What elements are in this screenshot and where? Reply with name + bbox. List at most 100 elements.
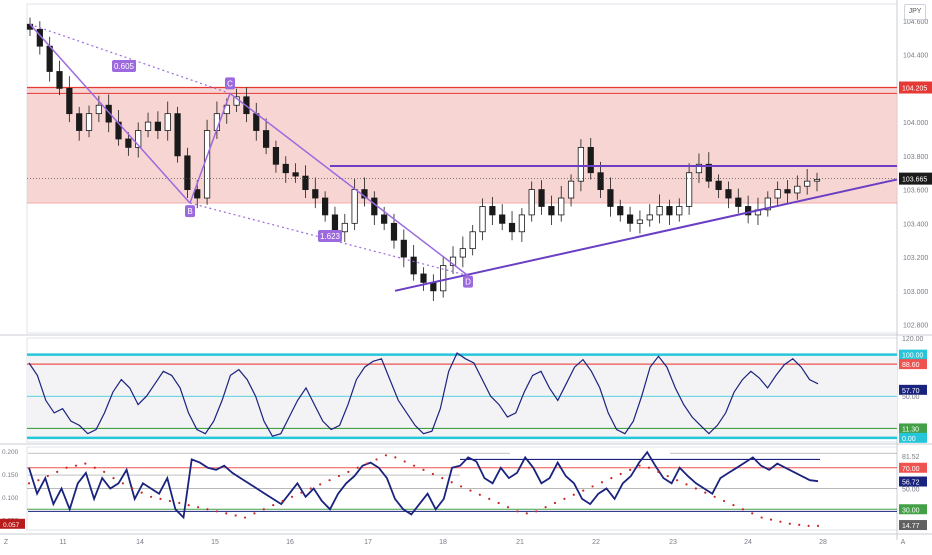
osc-tick-badge	[899, 462, 927, 473]
osc-dot	[497, 501, 500, 505]
osc-dot	[807, 524, 810, 527]
price-tick-label: 104.000	[903, 120, 928, 127]
osc-right-tick-label: 50.00	[902, 487, 920, 494]
candle-body	[440, 265, 447, 292]
candle-body	[607, 189, 614, 207]
candle-body	[676, 206, 683, 216]
candle-body	[292, 172, 299, 177]
time-axis-label: 11	[59, 539, 66, 546]
candle-body	[46, 45, 53, 72]
osc-tick-badge	[899, 504, 927, 515]
osc-dot	[319, 483, 322, 486]
osc-dot	[74, 464, 78, 467]
pattern-point-d-bg	[463, 275, 473, 288]
osc-dot	[103, 470, 106, 473]
time-axis-label: A	[901, 539, 906, 546]
currency-badge[interactable]: JPY	[904, 4, 926, 20]
osc-dot	[403, 460, 406, 463]
time-axis-label: 24	[744, 539, 752, 546]
price-tick-label: 103.600	[903, 188, 928, 195]
osc-dot	[516, 510, 519, 513]
candle-body	[154, 121, 161, 131]
osc-dot	[375, 458, 378, 461]
candle-body	[538, 189, 545, 207]
pattern-ratio-xc	[29, 23, 231, 94]
osc-right-tick-label: 70.00	[902, 466, 920, 473]
candle-body	[331, 214, 339, 233]
osc-dot	[366, 462, 369, 465]
stoch-series-line	[28, 352, 819, 437]
osc-dot	[290, 495, 294, 498]
time-axis-label: 23	[669, 539, 677, 546]
candle-body	[272, 147, 280, 165]
last-price-badge: 103.665	[902, 177, 927, 184]
osc-dot	[713, 495, 716, 498]
candle-body	[420, 273, 427, 283]
candle-body	[558, 197, 565, 216]
candle-body	[577, 147, 585, 182]
candle-body	[282, 163, 289, 174]
osc-dot	[525, 512, 528, 515]
osc-dot	[422, 468, 425, 471]
candle-body	[528, 189, 535, 216]
osc-dot	[272, 504, 275, 507]
osc-dot	[328, 479, 331, 482]
candle-body	[695, 163, 703, 174]
candle-body	[66, 87, 73, 115]
candle-body	[85, 113, 93, 131]
pattern-leg-cd	[229, 92, 469, 277]
osc-dot	[243, 516, 247, 519]
osc-dot	[798, 523, 801, 526]
price-tick-label: 104.400	[903, 53, 928, 60]
osc-dot	[187, 504, 190, 507]
pattern-point-c: C	[227, 79, 233, 88]
osc-dot	[779, 520, 782, 523]
candle-body	[617, 206, 624, 216]
pattern-leg-bc	[189, 93, 231, 204]
time-axis-label: 15	[211, 539, 219, 546]
osc-dot	[178, 501, 181, 505]
candle-body	[105, 104, 112, 123]
osc-dot	[413, 464, 416, 467]
candle-body	[469, 231, 476, 250]
osc-dot	[553, 501, 557, 505]
resistance-price-badge: 104.205	[902, 86, 927, 93]
osc-dot	[309, 487, 312, 490]
candle-body	[351, 189, 358, 224]
candle-body	[184, 155, 191, 190]
osc-dot	[262, 508, 265, 511]
time-axis-label: 14	[136, 539, 144, 546]
osc-dot	[619, 472, 622, 476]
osc-dot	[638, 464, 641, 467]
osc-dot	[469, 489, 472, 492]
candle-body	[459, 248, 466, 258]
osc-dot	[234, 514, 237, 517]
osc-dot	[535, 510, 538, 513]
osc-dot	[760, 516, 763, 519]
candle-body	[125, 138, 132, 148]
osc-dot	[741, 508, 744, 511]
price-tick-label: 104.600	[903, 19, 928, 26]
time-axis-label: 21	[516, 539, 524, 546]
candle-body	[381, 214, 388, 224]
candle-body	[666, 206, 673, 216]
osc-dot	[629, 468, 632, 471]
osc-dot	[168, 499, 171, 503]
candle-body	[587, 147, 594, 174]
price-tick-label: 103.800	[903, 154, 928, 161]
osc-dot	[27, 482, 31, 485]
stoch-tick-label: 57.70	[902, 388, 920, 395]
resistance-price-badge-bg	[899, 81, 932, 94]
stoch-tick-label: 0.00	[902, 436, 916, 443]
candle-body	[626, 214, 634, 224]
osc-dot	[84, 462, 87, 465]
candle-body	[253, 113, 260, 131]
osc-dot	[431, 472, 434, 476]
stoch-tick-badge	[899, 423, 927, 434]
time-axis-label: 17	[364, 539, 372, 546]
osc-dot	[572, 493, 575, 496]
stoch-tick-label: 88.60	[902, 362, 920, 369]
candle-body	[715, 180, 722, 190]
osc-left-tick-label: 0.200	[2, 449, 19, 456]
